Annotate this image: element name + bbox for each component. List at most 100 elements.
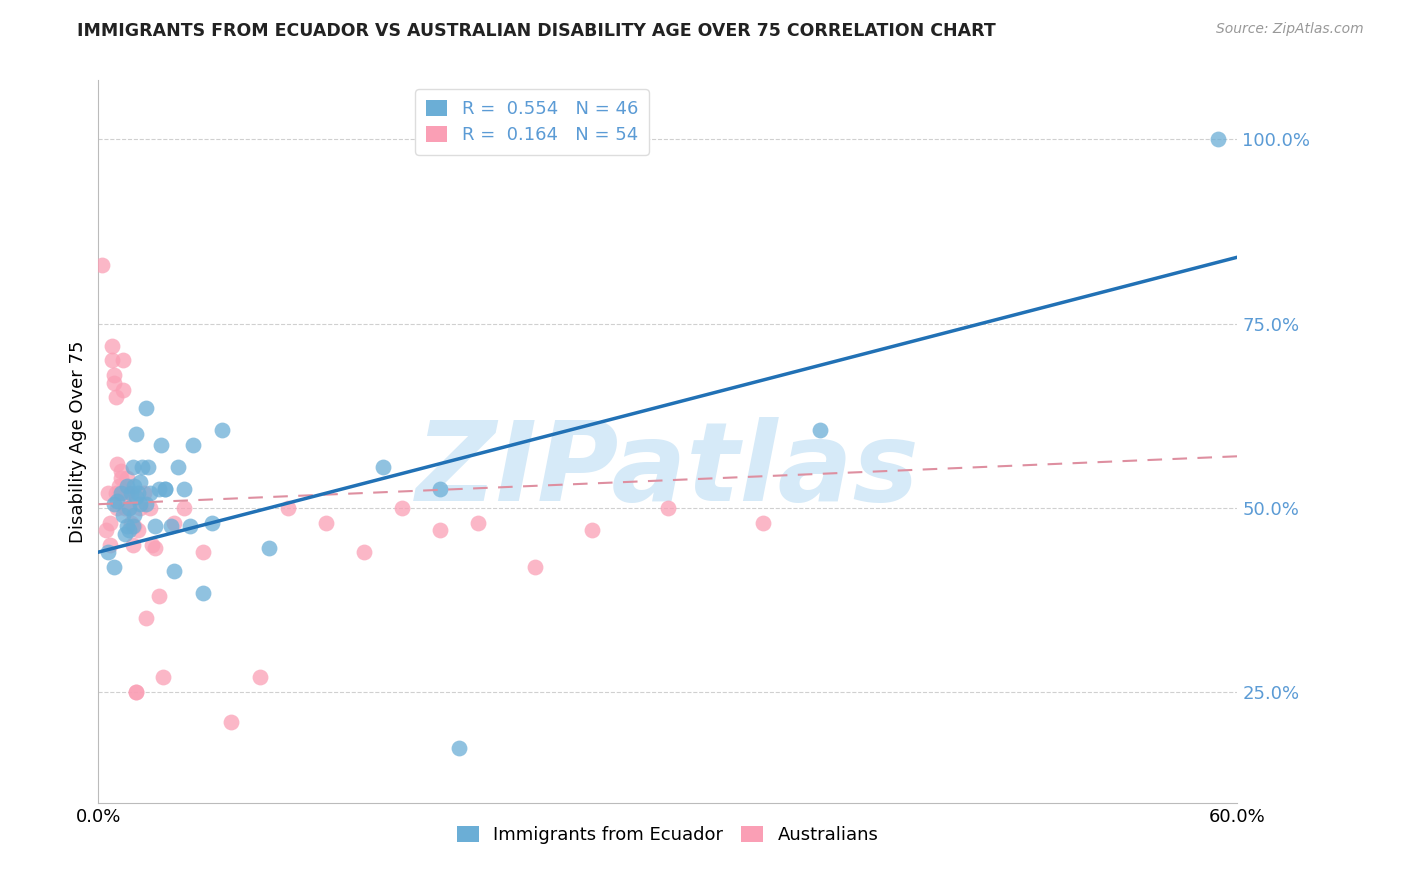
Point <box>98 538 121 552</box>
Point <box>135 497 157 511</box>
Point <box>135 401 157 416</box>
Point <box>125 427 148 442</box>
Point <box>315 516 337 530</box>
Point <box>449 740 471 755</box>
Point <box>112 353 135 368</box>
Point <box>118 486 141 500</box>
Point <box>107 500 129 515</box>
Point <box>120 486 142 500</box>
Point <box>97 545 120 559</box>
Point <box>391 500 413 515</box>
Point <box>524 560 547 574</box>
Point <box>131 460 153 475</box>
Point <box>179 519 201 533</box>
Point <box>115 486 138 500</box>
Point <box>277 500 299 515</box>
Point <box>138 500 160 515</box>
Point <box>191 585 214 599</box>
Point <box>129 497 152 511</box>
Point <box>114 526 136 541</box>
Point <box>129 475 152 489</box>
Point <box>259 541 281 556</box>
Point <box>112 383 135 397</box>
Point <box>121 538 143 552</box>
Point <box>98 516 121 530</box>
Point <box>108 479 131 493</box>
Point <box>173 500 195 515</box>
Point <box>104 486 127 500</box>
Point <box>115 479 138 493</box>
Text: Source: ZipAtlas.com: Source: ZipAtlas.com <box>1216 22 1364 37</box>
Point <box>103 497 125 511</box>
Point <box>135 611 157 625</box>
Point <box>429 483 451 497</box>
Point <box>124 519 146 533</box>
Point <box>115 519 138 533</box>
Point <box>124 479 146 493</box>
Point <box>138 486 160 500</box>
Point <box>136 460 159 475</box>
Point <box>97 486 120 500</box>
Point <box>153 483 176 497</box>
Point <box>100 339 122 353</box>
Point <box>249 670 271 684</box>
Point <box>141 538 163 552</box>
Point <box>114 486 136 500</box>
Point <box>429 523 451 537</box>
Point <box>163 516 186 530</box>
Point <box>163 564 186 578</box>
Point <box>183 438 205 452</box>
Point <box>125 685 148 699</box>
Point <box>118 500 141 515</box>
Point <box>581 523 603 537</box>
Point <box>145 541 167 556</box>
Point <box>145 519 167 533</box>
Point <box>124 508 146 523</box>
Point <box>201 516 224 530</box>
Point <box>752 516 775 530</box>
Point <box>103 376 125 390</box>
Point <box>103 368 125 383</box>
Point <box>114 500 136 515</box>
Point <box>657 500 679 515</box>
Point <box>125 490 148 504</box>
Point <box>118 523 141 537</box>
Legend: Immigrants from Ecuador, Australians: Immigrants from Ecuador, Australians <box>450 819 886 852</box>
Point <box>120 516 142 530</box>
Point <box>221 714 243 729</box>
Point <box>104 390 127 404</box>
Point <box>153 483 176 497</box>
Point <box>211 424 233 438</box>
Point <box>148 590 170 604</box>
Point <box>132 486 155 500</box>
Point <box>100 353 122 368</box>
Point <box>107 493 129 508</box>
Point <box>150 438 173 452</box>
Point <box>115 471 138 485</box>
Point <box>103 560 125 574</box>
Point <box>91 258 114 272</box>
Point <box>371 460 394 475</box>
Point <box>191 545 214 559</box>
Point <box>808 424 831 438</box>
Point <box>129 500 152 515</box>
Point <box>121 519 143 533</box>
Point <box>173 483 195 497</box>
Point <box>127 523 149 537</box>
Point <box>148 483 170 497</box>
Point <box>121 460 143 475</box>
Point <box>94 523 117 537</box>
Point <box>167 460 190 475</box>
Point <box>107 457 129 471</box>
Point <box>118 500 141 515</box>
Point <box>112 508 135 523</box>
Text: ZIPatlas: ZIPatlas <box>416 417 920 524</box>
Point <box>152 670 174 684</box>
Point <box>110 464 132 478</box>
Point <box>125 685 148 699</box>
Point <box>467 516 489 530</box>
Text: IMMIGRANTS FROM ECUADOR VS AUSTRALIAN DISABILITY AGE OVER 75 CORRELATION CHART: IMMIGRANTS FROM ECUADOR VS AUSTRALIAN DI… <box>77 22 995 40</box>
Y-axis label: Disability Age Over 75: Disability Age Over 75 <box>69 340 87 543</box>
Point <box>108 486 131 500</box>
Point <box>1208 132 1230 146</box>
